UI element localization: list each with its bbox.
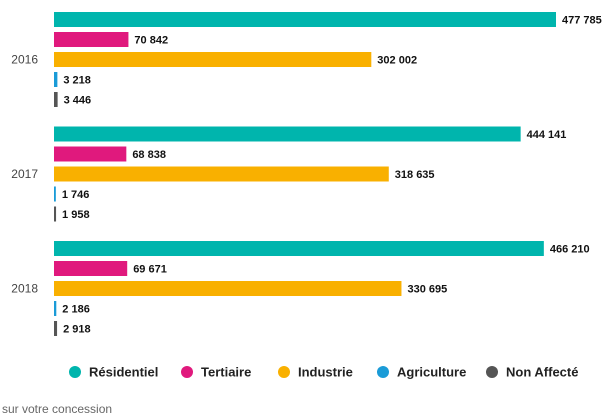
bar [54,186,56,202]
value-label: 466 210 [550,243,590,255]
category-label: 2016 [11,53,38,67]
legend-label: Agriculture [397,364,466,379]
bar [54,301,57,316]
bar [54,241,544,256]
category-label: 2017 [11,167,38,181]
bar [54,261,128,276]
legend-swatch [278,366,290,378]
value-label: 330 695 [407,283,447,295]
legend-label: Industrie [298,364,353,379]
value-label: 318 635 [395,169,435,181]
legend-swatch [377,366,389,378]
category-label: 2018 [11,282,38,296]
legend-label: Non Affecté [506,364,578,379]
footnote: sur votre concession [2,402,112,416]
legend-swatch [69,366,81,378]
bar [54,146,127,162]
value-label: 2 918 [63,323,91,335]
bar [54,321,58,336]
legend-swatch [486,366,498,378]
value-label: 3 218 [63,74,91,86]
bar [54,72,58,87]
value-label: 68 838 [132,149,166,161]
value-label: 477 785 [562,14,602,26]
bar [54,32,129,47]
bar [54,126,521,142]
bar [54,166,389,182]
value-label: 1 746 [62,189,90,201]
value-label: 1 958 [62,209,90,221]
value-label: 3 446 [64,94,92,106]
legend-label: Résidentiel [89,364,158,379]
legend-swatch [181,366,193,378]
value-label: 302 002 [377,54,417,66]
bar [54,281,402,296]
bar [54,52,372,67]
value-label: 70 842 [134,34,168,46]
bar [54,92,58,107]
bar [54,12,556,27]
value-label: 69 671 [133,263,167,275]
value-label: 2 186 [62,303,90,315]
bar [54,206,57,222]
value-label: 444 141 [527,129,567,141]
legend-label: Tertiaire [201,364,251,379]
